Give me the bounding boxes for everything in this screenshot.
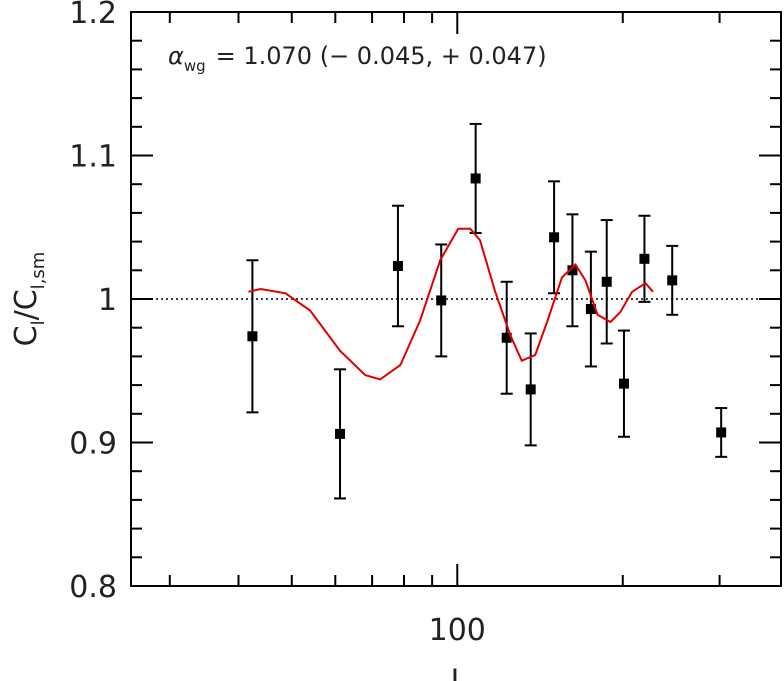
y-tick-label: 1.1 [69, 140, 117, 175]
fit-curve [248, 227, 654, 381]
y-tick-label: 0.8 [69, 570, 117, 605]
y-label-part: / [9, 309, 44, 320]
y-tick-label: 1 [98, 283, 117, 318]
data-point [247, 331, 258, 342]
annotation: αwg = 1.070 (− 0.045, + 0.047) [168, 42, 547, 75]
annotation-text: = 1.070 (− 0.045, + 0.047) [216, 42, 547, 70]
data-point [335, 428, 346, 439]
annotation-symbol: α [168, 42, 184, 70]
x-tick-label: 100 [429, 613, 486, 648]
data-point [601, 276, 612, 287]
data-point [436, 295, 447, 306]
y-label-part: C [9, 289, 44, 310]
y-label-part: C [9, 325, 44, 346]
y-tick-label: 0.9 [69, 427, 117, 462]
data-point [392, 260, 403, 271]
y-label-part: l,sm [28, 252, 49, 290]
data-point [639, 253, 650, 264]
data-point [567, 265, 578, 276]
y-tick-label: 1.2 [69, 0, 117, 31]
data-point [501, 332, 512, 343]
y-axis-label: Cl/Cl,sm [9, 252, 49, 347]
data-point [525, 384, 536, 395]
annotation-subscript: wg [184, 57, 206, 75]
data-point [470, 173, 481, 184]
data-point [549, 232, 560, 243]
data-point [716, 427, 727, 438]
data-point [618, 378, 629, 389]
y-label-part: l [28, 320, 49, 325]
data-point [667, 275, 678, 286]
x-axis-label: l [451, 663, 460, 681]
data-point [585, 304, 596, 315]
